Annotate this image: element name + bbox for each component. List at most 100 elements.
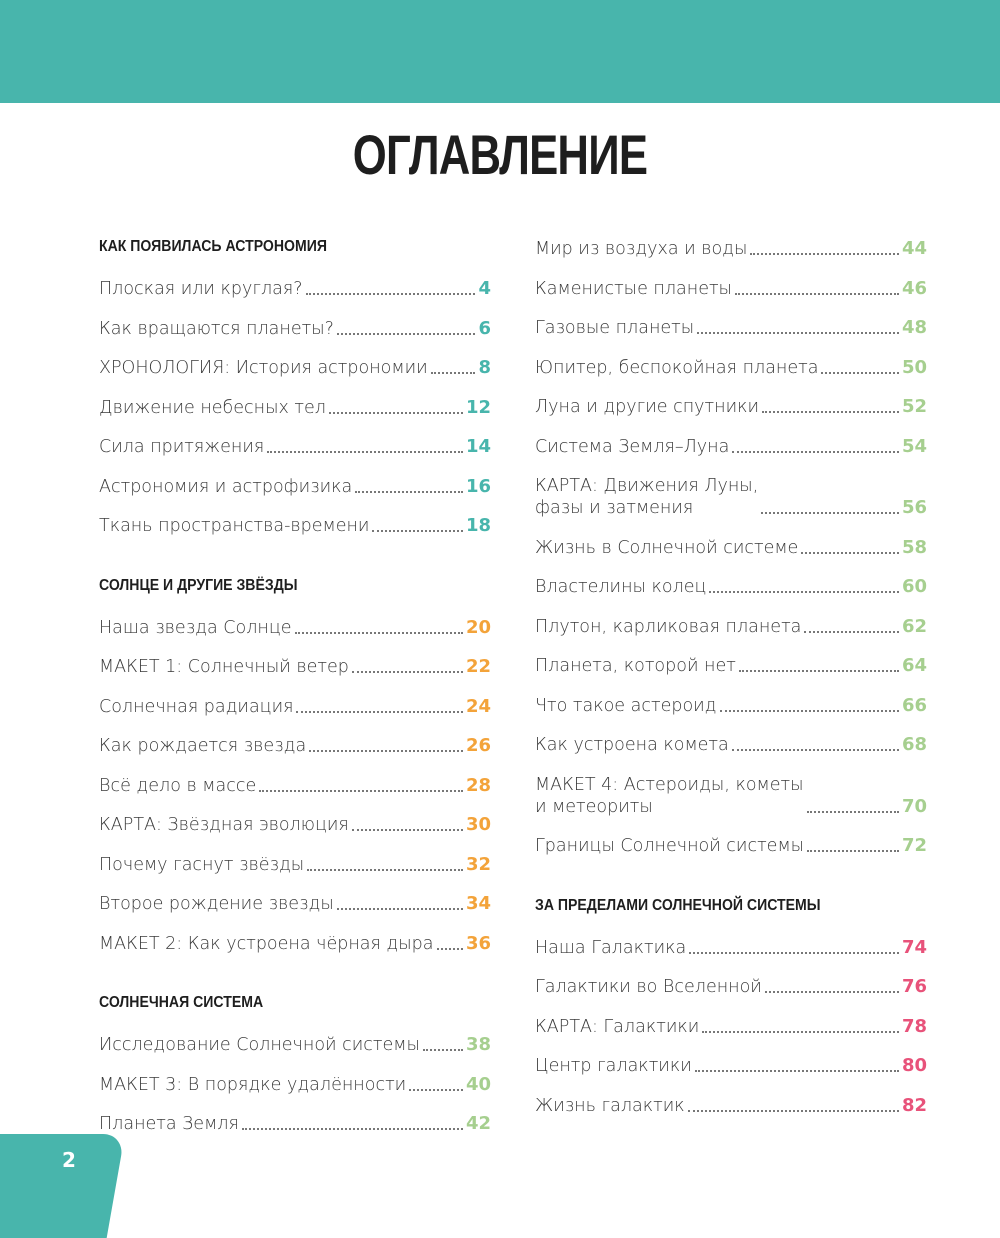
dot-leader (807, 850, 899, 852)
toc-entry[interactable]: КАРТА: Галактики 78 (535, 1008, 927, 1048)
dot-leader (336, 332, 476, 335)
dot-leader (738, 670, 899, 672)
entry-title: Сила притяжения (99, 437, 265, 457)
dot-leader (336, 908, 463, 910)
toc-entry[interactable]: Наша звезда Солнце 20 (99, 609, 491, 649)
entry-title: Почему гаснут звёзды (99, 854, 305, 875)
toc-entry[interactable]: МАКЕТ 4: Астероиды, кометы и метеориты 70 (535, 766, 927, 828)
dot-leader (351, 829, 463, 831)
toc-entry[interactable]: Юпитер, беспокойная планета 50 (535, 349, 927, 389)
entry-page-number: 42 (465, 1113, 491, 1134)
toc-column-left: КАК ПОЯВИЛАСЬ АСТРОНОМИЯ Плоская или круг… (99, 230, 491, 1145)
entry-title: КАРТА: Галактики (535, 1016, 700, 1037)
toc-entry[interactable]: Система Земля–Луна 54 (535, 428, 927, 468)
entry-page-number: 28 (465, 774, 491, 796)
toc-entry[interactable]: МАКЕТ 3: В порядке удалённости 40 (99, 1066, 491, 1106)
toc-entry[interactable]: КАРТА: Звёздная эволюция 30 (99, 806, 491, 846)
entry-title: Исследование Солнечной системы (99, 1035, 420, 1055)
section-heading: КАК ПОЯВИЛАСЬ АСТРОНОМИЯ (99, 238, 327, 255)
dot-leader (309, 750, 463, 752)
toc-entry[interactable]: Плутон, карликовая планета 62 (535, 608, 927, 648)
toc-entry[interactable]: Планета Земля 42 (99, 1105, 491, 1145)
entry-title: Луна и другие спутники (535, 397, 760, 417)
toc-entry[interactable]: Галактики во Вселенной 76 (535, 968, 927, 1008)
dot-leader (372, 530, 463, 532)
toc-entry[interactable]: Исследование Солнечной системы 38 (99, 1026, 491, 1066)
toc-entry[interactable]: Центр галактики 80 (535, 1047, 927, 1087)
dot-leader (305, 293, 476, 295)
entry-title: Плоская или круглая? (99, 279, 303, 299)
dot-leader (422, 1049, 463, 1051)
dot-leader (821, 371, 899, 374)
toc-entry[interactable]: Сила притяжения 14 (99, 428, 491, 468)
entry-title: Движение небесных тел (99, 397, 326, 418)
entry-page-number: 70 (901, 795, 927, 817)
entry-page-number: 68 (901, 734, 927, 755)
entry-page-number: 80 (901, 1055, 927, 1076)
toc-entry[interactable]: Астрономия и астрофизика 16 (99, 468, 491, 508)
dot-leader (732, 450, 899, 453)
entry-page-number: 32 (465, 853, 491, 875)
toc-entry[interactable]: Границы Солнечной системы 72 (535, 827, 927, 867)
toc-entry[interactable]: Движение небесных тел 12 (99, 389, 491, 429)
toc-entry[interactable]: МАКЕТ 1: Солнечный ветер 22 (99, 648, 491, 688)
entry-page-number: 72 (901, 835, 927, 856)
dot-leader (804, 630, 899, 633)
toc-entry[interactable]: Плоская или круглая? 4 (99, 270, 491, 310)
entry-title: ХРОНОЛОГИЯ: История астрономии (99, 358, 428, 378)
section-heading: ЗА ПРЕДЕЛАМИ СОЛНЕЧНОЙ СИСТЕМЫ (535, 896, 821, 914)
toc-entry[interactable]: Планета, которой нет 64 (535, 647, 927, 687)
entry-page-number: 22 (465, 656, 491, 677)
toc-entry[interactable]: Жизнь в Солнечной системе 58 (535, 529, 927, 569)
entry-title: Всё дело в массе (99, 775, 257, 796)
toc-entry[interactable]: Всё дело в массе 28 (99, 767, 491, 807)
entry-title: Что такое астероид (535, 695, 717, 716)
toc-entry[interactable]: Каменистые планеты 46 (535, 270, 927, 310)
entry-title: Галактики во Вселенной (535, 977, 762, 997)
dot-leader (687, 1109, 899, 1112)
dot-leader (267, 451, 463, 453)
entry-page-number: 34 (465, 893, 491, 914)
dot-leader (709, 591, 899, 593)
page-number: 2 (62, 1148, 76, 1172)
dot-leader (355, 490, 463, 493)
entry-page-number: 60 (901, 576, 927, 597)
toc-entry[interactable]: Что такое астероид 66 (535, 687, 927, 727)
toc-entry[interactable]: Как рождается звезда 26 (99, 727, 491, 767)
entry-page-number: 58 (901, 536, 927, 558)
toc-entry[interactable]: Как вращаются планеты? 6 (99, 310, 491, 350)
dot-leader (436, 947, 463, 950)
toc-entry[interactable]: Наша Галактика 74 (535, 929, 927, 969)
dot-leader (734, 292, 899, 295)
dot-leader (719, 709, 899, 712)
entry-page-number: 76 (901, 976, 927, 997)
entry-title: Планета, которой нет (535, 656, 736, 676)
entry-page-number: 8 (478, 357, 491, 378)
toc-entry[interactable]: Газовые планеты 48 (535, 309, 927, 349)
entry-page-number: 36 (465, 932, 491, 954)
toc-entry[interactable]: Жизнь галактик 82 (535, 1087, 927, 1127)
entry-page-number: 14 (465, 436, 491, 457)
entry-page-number: 16 (465, 475, 491, 497)
dot-leader (241, 1128, 463, 1130)
entry-title: Солнечная радиация (99, 696, 294, 717)
entry-page-number: 38 (465, 1034, 491, 1055)
toc-entry[interactable]: Почему гаснут звёзды 32 (99, 846, 491, 886)
entry-title: МАКЕТ 2: Как устроена чёрная дыра (99, 933, 434, 954)
toc-entry[interactable]: Ткань пространства-времени 18 (99, 507, 491, 547)
toc-entry[interactable]: МАКЕТ 2: Как устроена чёрная дыра 36 (99, 925, 491, 965)
entry-title: Плутон, карликовая планета (535, 616, 802, 637)
dot-leader (259, 789, 463, 792)
toc-entry[interactable]: Мир из воздуха и воды 44 (535, 230, 927, 270)
toc-entry[interactable]: Луна и другие спутники 52 (535, 388, 927, 428)
toc-entry[interactable]: Властелины колец 60 (535, 568, 927, 608)
toc-entry[interactable]: ХРОНОЛОГИЯ: История астрономии 8 (99, 349, 491, 389)
dot-leader (764, 991, 899, 993)
toc-entry[interactable]: КАРТА: Движения Луны, фазы и затмения 56 (535, 467, 927, 529)
toc-entry[interactable]: Второе рождение звезды 34 (99, 885, 491, 925)
toc-entry[interactable]: Солнечная радиация 24 (99, 688, 491, 728)
toc-entry[interactable]: Как устроена комета 68 (535, 726, 927, 766)
dot-leader (689, 951, 899, 954)
entry-title: Как рождается звезда (99, 736, 307, 756)
